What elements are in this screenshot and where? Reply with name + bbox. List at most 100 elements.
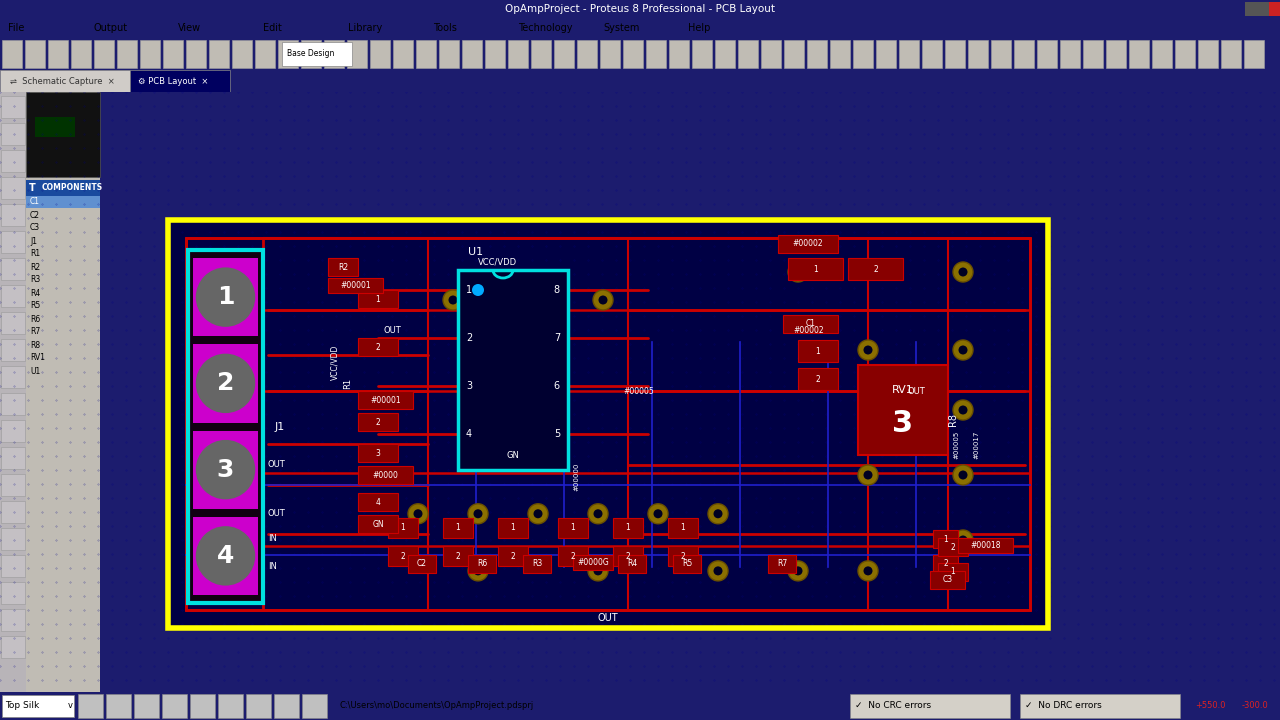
Text: R4: R4: [29, 289, 40, 297]
Bar: [778, 235, 838, 253]
Bar: [26, 180, 100, 196]
Bar: [558, 546, 588, 567]
Text: 5: 5: [554, 429, 561, 439]
Bar: [358, 516, 398, 534]
Bar: [26, 339, 100, 351]
Bar: [788, 258, 844, 280]
Bar: [408, 554, 436, 572]
Text: R3: R3: [532, 559, 543, 568]
Text: COMPONENTS: COMPONENTS: [42, 184, 104, 192]
Bar: [3, 40, 22, 68]
Text: J1: J1: [275, 421, 285, 431]
Bar: [768, 554, 796, 572]
Bar: [78, 694, 102, 718]
Circle shape: [196, 526, 255, 585]
Text: 8: 8: [554, 285, 561, 295]
Text: Edit: Edit: [262, 23, 282, 33]
Text: Base Design: Base Design: [287, 50, 334, 58]
Text: 2: 2: [456, 552, 461, 561]
Text: 1: 1: [401, 523, 406, 532]
Bar: [188, 250, 262, 603]
Bar: [485, 40, 506, 68]
Circle shape: [594, 509, 603, 518]
Text: 2: 2: [943, 559, 948, 569]
Bar: [852, 40, 873, 68]
Bar: [1175, 40, 1196, 68]
Bar: [1, 96, 26, 118]
Text: 2: 2: [873, 264, 878, 274]
Bar: [189, 694, 215, 718]
Circle shape: [864, 567, 873, 575]
Bar: [646, 40, 666, 68]
Bar: [933, 530, 957, 548]
Circle shape: [713, 509, 722, 518]
Text: C:\Users\mo\Documents\OpAmpProject.pdsprj: C:\Users\mo\Documents\OpAmpProject.pdspr…: [340, 701, 534, 711]
Text: OUT: OUT: [598, 613, 618, 623]
Circle shape: [858, 561, 878, 581]
Text: #00002: #00002: [794, 325, 823, 335]
Bar: [498, 546, 529, 567]
Bar: [232, 40, 252, 68]
Bar: [26, 313, 100, 325]
Bar: [358, 392, 413, 410]
Bar: [1, 258, 26, 280]
Text: R8: R8: [29, 341, 40, 349]
Text: 2: 2: [511, 552, 516, 561]
Bar: [163, 40, 183, 68]
Circle shape: [588, 561, 608, 581]
Circle shape: [594, 567, 603, 575]
Text: 1: 1: [571, 523, 576, 532]
Bar: [1257, 2, 1268, 16]
Text: #0000: #0000: [372, 471, 398, 480]
Bar: [1, 366, 26, 388]
Text: #00000: #00000: [573, 463, 579, 491]
Bar: [1106, 40, 1126, 68]
Circle shape: [708, 504, 728, 523]
Bar: [858, 365, 948, 455]
Bar: [498, 518, 529, 538]
Bar: [468, 554, 497, 572]
Circle shape: [468, 504, 488, 523]
Bar: [439, 40, 460, 68]
Bar: [193, 517, 259, 595]
Bar: [26, 274, 100, 286]
Circle shape: [954, 530, 973, 550]
Text: 2: 2: [466, 333, 472, 343]
Text: VCC/VDD: VCC/VDD: [477, 258, 517, 266]
Bar: [388, 518, 419, 538]
Text: GN: GN: [507, 451, 520, 459]
Circle shape: [858, 400, 878, 420]
Bar: [1129, 40, 1149, 68]
Bar: [388, 546, 419, 567]
Bar: [134, 694, 159, 718]
Bar: [140, 40, 160, 68]
Text: ✓  No CRC errors: ✓ No CRC errors: [855, 701, 931, 711]
Bar: [1245, 2, 1257, 16]
Bar: [1, 474, 26, 496]
Bar: [26, 92, 100, 177]
Text: 3: 3: [216, 458, 234, 482]
Text: 7: 7: [554, 333, 561, 343]
Bar: [783, 315, 838, 333]
Bar: [1, 204, 26, 226]
Text: C3: C3: [942, 575, 952, 585]
Circle shape: [708, 561, 728, 581]
Text: OUT: OUT: [268, 460, 285, 469]
Bar: [613, 546, 643, 567]
Text: 2: 2: [951, 543, 955, 552]
Bar: [106, 694, 131, 718]
Bar: [1, 447, 26, 469]
Bar: [186, 40, 206, 68]
Bar: [26, 352, 100, 364]
Bar: [26, 40, 45, 68]
Bar: [116, 40, 137, 68]
Circle shape: [474, 509, 483, 518]
Bar: [358, 290, 398, 308]
Text: 1: 1: [951, 567, 955, 576]
Bar: [35, 117, 76, 137]
Text: 1: 1: [681, 523, 685, 532]
Text: 2: 2: [375, 343, 380, 351]
Circle shape: [472, 284, 484, 296]
Bar: [573, 554, 613, 570]
Bar: [945, 40, 965, 68]
